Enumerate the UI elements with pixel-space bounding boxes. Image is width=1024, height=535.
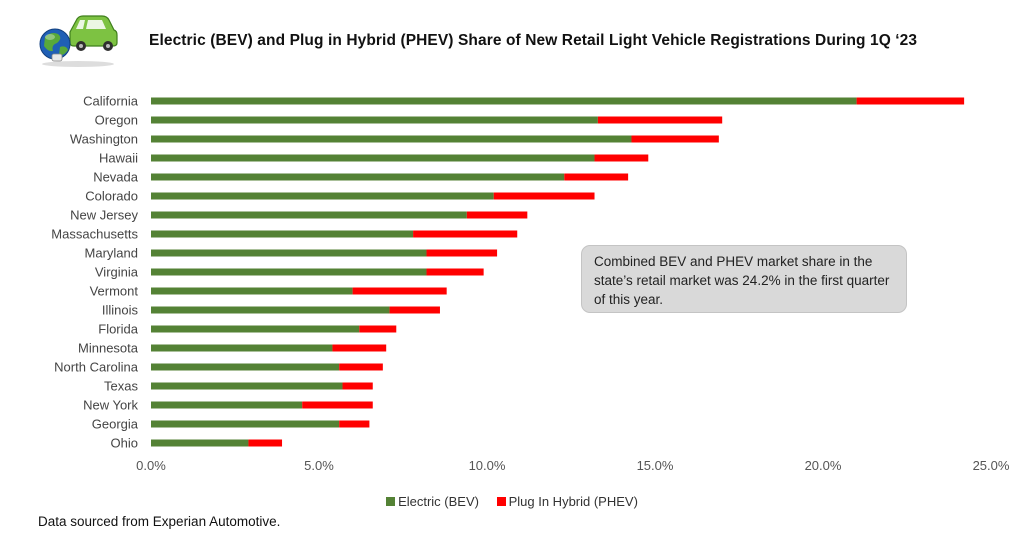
bar-phev-georgia <box>339 420 370 428</box>
bar-phev-hawaii <box>594 154 649 162</box>
bar-bev-new-york <box>151 401 303 409</box>
legend-swatch-phev <box>496 497 506 506</box>
category-label-minnesota: Minnesota <box>78 341 139 356</box>
x-tick-label: 20.0% <box>805 458 842 473</box>
bar-phev-colorado <box>493 192 595 200</box>
x-tick-label: 0.0% <box>136 458 166 473</box>
bar-bev-vermont <box>151 287 353 295</box>
legend-label-bev: Electric (BEV) <box>398 494 479 509</box>
electric-car-globe-icon <box>39 15 118 67</box>
legend-entry-phev: Plug In Hybrid (PHEV) <box>496 494 638 509</box>
bar-bev-new-jersey <box>151 211 467 219</box>
bar-bev-texas <box>151 382 343 390</box>
x-tick-label: 10.0% <box>469 458 506 473</box>
legend-entry-bev: Electric (BEV) <box>386 494 479 509</box>
category-label-colorado: Colorado <box>85 189 138 204</box>
category-label-hawaii: Hawaii <box>99 151 138 166</box>
bar-bev-virginia <box>151 268 427 276</box>
bar-bev-massachusetts <box>151 230 414 238</box>
bar-phev-new-york <box>302 401 373 409</box>
category-label-north-carolina: North Carolina <box>54 360 139 375</box>
bar-bev-colorado <box>151 192 494 200</box>
category-label-washington: Washington <box>70 132 138 147</box>
legend-label-phev: Plug In Hybrid (PHEV) <box>508 494 638 509</box>
bar-bev-florida <box>151 325 360 333</box>
category-label-vermont: Vermont <box>90 284 139 299</box>
bar-phev-illinois <box>389 306 440 314</box>
bar-bev-washington <box>151 135 632 143</box>
bar-bev-georgia <box>151 420 340 428</box>
bar-bev-nevada <box>151 173 565 181</box>
chart-plot: California Oregon Washington Hawaii Nevada Co… <box>51 94 1010 474</box>
bar-phev-virginia <box>426 268 484 276</box>
category-label-nevada: Nevada <box>93 170 139 185</box>
category-label-new-york: New York <box>83 398 138 413</box>
bar-bev-illinois <box>151 306 390 314</box>
category-label-georgia: Georgia <box>92 417 139 432</box>
bar-phev-maryland <box>426 249 498 257</box>
category-label-ohio: Ohio <box>111 436 138 451</box>
bar-phev-texas <box>342 382 373 390</box>
bar-phev-massachusetts <box>413 230 518 238</box>
bar-bev-california <box>151 97 857 105</box>
source-note: Data sourced from Experian Automotive. <box>38 514 281 529</box>
bar-phev-minnesota <box>332 344 387 352</box>
category-label-california: California <box>83 94 139 109</box>
bar-phev-florida <box>359 325 397 333</box>
bar-bev-hawaii <box>151 154 595 162</box>
annotation-callout: Combined BEV and PHEV market share in th… <box>581 245 907 313</box>
legend-swatch-bev <box>386 497 396 506</box>
x-tick-label: 15.0% <box>637 458 674 473</box>
x-tick-label: 5.0% <box>304 458 334 473</box>
bar-bev-ohio <box>151 439 249 447</box>
bar-phev-new-jersey <box>466 211 528 219</box>
category-label-maryland: Maryland <box>85 246 138 261</box>
category-label-florida: Florida <box>98 322 139 337</box>
category-label-texas: Texas <box>104 379 138 394</box>
bar-bev-minnesota <box>151 344 333 352</box>
chart-title: Electric (BEV) and Plug in Hybrid (PHEV)… <box>149 32 918 49</box>
category-label-new-jersey: New Jersey <box>70 208 138 223</box>
bar-phev-california <box>856 97 965 105</box>
category-label-illinois: Illinois <box>102 303 139 318</box>
bar-bev-oregon <box>151 116 598 124</box>
x-tick-label: 25.0% <box>973 458 1010 473</box>
category-label-massachusetts: Massachusetts <box>51 227 138 242</box>
bar-bev-maryland <box>151 249 427 257</box>
bar-phev-north-carolina <box>339 363 383 371</box>
category-label-oregon: Oregon <box>95 113 138 128</box>
bar-phev-oregon <box>597 116 723 124</box>
bar-phev-vermont <box>352 287 447 295</box>
category-label-virginia: Virginia <box>95 265 139 280</box>
bar-bev-north-carolina <box>151 363 340 371</box>
bar-phev-nevada <box>564 173 629 181</box>
bar-phev-washington <box>631 135 719 143</box>
chart-legend: Electric (BEV) Plug In Hybrid (PHEV) <box>0 494 1024 509</box>
bar-phev-ohio <box>248 439 283 447</box>
